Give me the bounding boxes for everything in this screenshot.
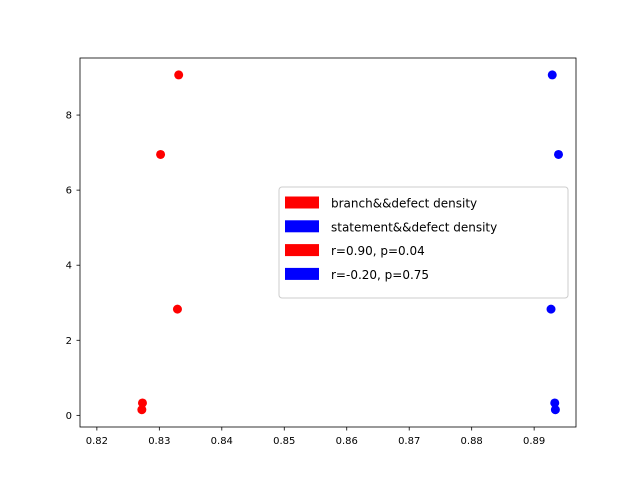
axes-frame [79, 57, 577, 428]
red-data-point [156, 149, 166, 159]
y-tick-label: 2 [66, 336, 72, 347]
legend-box [278, 186, 569, 299]
x-axis-ticks: 0.82 0.83 0.84 0.85 0.86 0.87 0.88 0.89 [86, 427, 545, 447]
x-tick-label: 0.82 [86, 436, 108, 447]
legend-swatch [285, 244, 319, 257]
legend: branch&&defect density statement&&defect … [278, 186, 569, 299]
legend-label: statement&&defect density [331, 220, 497, 234]
legend-label: r=0.90, p=0.04 [331, 244, 425, 258]
y-tick-label: 0 [66, 411, 72, 422]
blue-data-point [546, 304, 556, 314]
data-points [137, 70, 564, 415]
x-tick-label: 0.87 [398, 436, 420, 447]
x-tick-label: 0.89 [523, 436, 545, 447]
y-tick-label: 4 [66, 261, 72, 272]
blue-data-point [550, 398, 560, 408]
x-tick-label: 0.88 [461, 436, 483, 447]
blue-data-point [554, 149, 564, 159]
blue-data-point [550, 405, 560, 415]
legend-swatch [285, 220, 319, 233]
red-data-point [137, 405, 147, 415]
red-data-point [174, 70, 184, 80]
legend-swatch [285, 196, 319, 209]
legend-label: branch&&defect density [331, 197, 477, 211]
plot-area-border [79, 57, 577, 428]
red-data-point [172, 304, 182, 314]
blue-data-point [547, 70, 557, 80]
legend-label: r=-0.20, p=0.75 [331, 268, 429, 282]
x-tick-label: 0.83 [148, 436, 170, 447]
y-axis-ticks: 0 2 4 6 8 [66, 111, 80, 422]
red-data-point [137, 398, 147, 408]
x-tick-label: 0.85 [273, 436, 295, 447]
legend-swatch [285, 267, 319, 280]
x-tick-label: 0.84 [211, 436, 233, 447]
y-tick-label: 8 [66, 111, 72, 122]
x-tick-label: 0.86 [336, 436, 358, 447]
y-tick-label: 6 [66, 186, 72, 197]
